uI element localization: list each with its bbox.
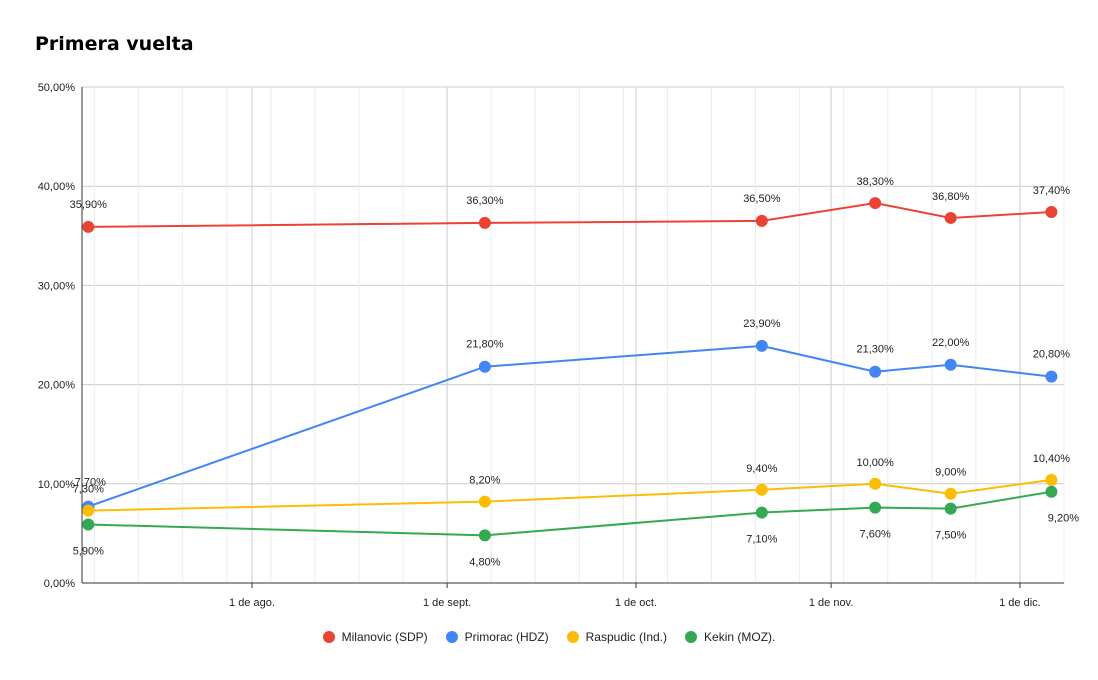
- data-label: 38,30%: [856, 176, 894, 188]
- data-label: 8,20%: [469, 475, 500, 487]
- data-point: [755, 214, 768, 227]
- y-tick-label: 20,00%: [38, 380, 76, 392]
- data-point: [944, 211, 957, 224]
- x-tick-label: 1 de dic.: [999, 597, 1041, 609]
- data-point: [944, 487, 957, 500]
- data-point: [1045, 485, 1058, 498]
- data-point: [755, 506, 768, 519]
- data-point: [82, 518, 95, 531]
- x-tick-label: 1 de oct.: [615, 597, 657, 609]
- data-point: [478, 360, 491, 373]
- data-label: 22,00%: [932, 337, 970, 349]
- data-label: 37,40%: [1033, 185, 1071, 197]
- legend-item: Kekin (MOZ).: [685, 630, 775, 644]
- data-point: [944, 502, 957, 515]
- data-point: [869, 477, 882, 490]
- data-point: [869, 365, 882, 378]
- data-label: 7,30%: [73, 484, 104, 496]
- data-label: 9,20%: [1048, 513, 1079, 525]
- data-label: 36,30%: [466, 195, 504, 207]
- legend: Milanovic (SDP) Primorac (HDZ) Raspudic (I…: [0, 630, 1098, 644]
- data-label: 9,00%: [935, 467, 966, 479]
- x-tick-label: 1 de ago.: [229, 597, 275, 609]
- data-point: [869, 501, 882, 514]
- data-point: [478, 495, 491, 508]
- y-tick-label: 40,00%: [38, 181, 76, 193]
- series-line: [88, 478, 1052, 512]
- data-point: [82, 220, 95, 233]
- legend-swatch: [566, 631, 579, 643]
- legend-item: Primorac (HDZ): [445, 630, 549, 644]
- grid-layer: [82, 86, 1065, 583]
- series-line: [88, 490, 1052, 537]
- data-label: 21,80%: [466, 339, 504, 351]
- y-tick-label: 10,00%: [38, 479, 76, 491]
- data-label: 10,40%: [1033, 453, 1071, 465]
- data-point: [478, 216, 491, 229]
- y-tick-label: 0,00%: [44, 578, 75, 590]
- data-point: [82, 504, 95, 517]
- series-layer: [82, 197, 1058, 542]
- line-chart: 0,00% 10,00% 20,00% 30,00% 40,00% 50,00% 1 de …: [38, 82, 1080, 609]
- data-point: [944, 358, 957, 371]
- x-tick-label: 1 de nov.: [809, 597, 853, 609]
- legend-swatch: [322, 631, 335, 643]
- legend-label: Kekin (MOZ).: [704, 630, 776, 644]
- data-label: 7,60%: [860, 529, 891, 541]
- legend-label: Milanovic (SDP): [341, 630, 428, 644]
- data-label: 7,10%: [746, 534, 777, 546]
- data-label: 21,30%: [856, 344, 894, 356]
- data-label-layer: 35,90% 36,30% 36,50% 38,30% 36,80% 37,40% 7,70…: [70, 176, 1080, 568]
- axis-layer: 0,00% 10,00% 20,00% 30,00% 40,00% 50,00% 1 de …: [38, 82, 1064, 609]
- series-line: [87, 344, 1052, 508]
- data-label: 9,40%: [746, 463, 777, 475]
- data-label: 4,80%: [469, 556, 500, 568]
- data-point: [755, 339, 768, 352]
- data-label: 7,70%: [75, 477, 106, 489]
- data-label: 23,90%: [743, 318, 781, 330]
- y-tick-label: 50,00%: [38, 82, 76, 94]
- series-line: [88, 202, 1052, 228]
- legend-item: Raspudic (Ind.): [566, 630, 668, 644]
- data-label: 36,80%: [932, 191, 970, 203]
- data-label: 35,90%: [70, 199, 108, 211]
- data-point: [1045, 370, 1058, 383]
- data-point: [1045, 205, 1058, 218]
- data-label: 5,90%: [73, 545, 104, 557]
- y-tick-label: 30,00%: [38, 280, 76, 292]
- data-label: 7,50%: [935, 530, 966, 542]
- data-point: [755, 483, 768, 496]
- legend-label: Primorac (HDZ): [464, 630, 549, 644]
- data-label: 20,80%: [1033, 349, 1071, 361]
- data-label: 36,50%: [743, 193, 781, 205]
- data-point: [1045, 473, 1058, 486]
- legend-swatch: [445, 631, 458, 643]
- chart-title: Primera vuelta: [35, 33, 194, 55]
- x-tick-label: 1 de sept.: [423, 597, 471, 609]
- legend-swatch: [685, 631, 698, 643]
- data-label: 10,00%: [856, 457, 894, 469]
- legend-label: Raspudic (Ind.): [585, 630, 668, 644]
- data-point: [478, 529, 491, 542]
- data-point: [869, 197, 882, 210]
- legend-item: Milanovic (SDP): [322, 630, 428, 644]
